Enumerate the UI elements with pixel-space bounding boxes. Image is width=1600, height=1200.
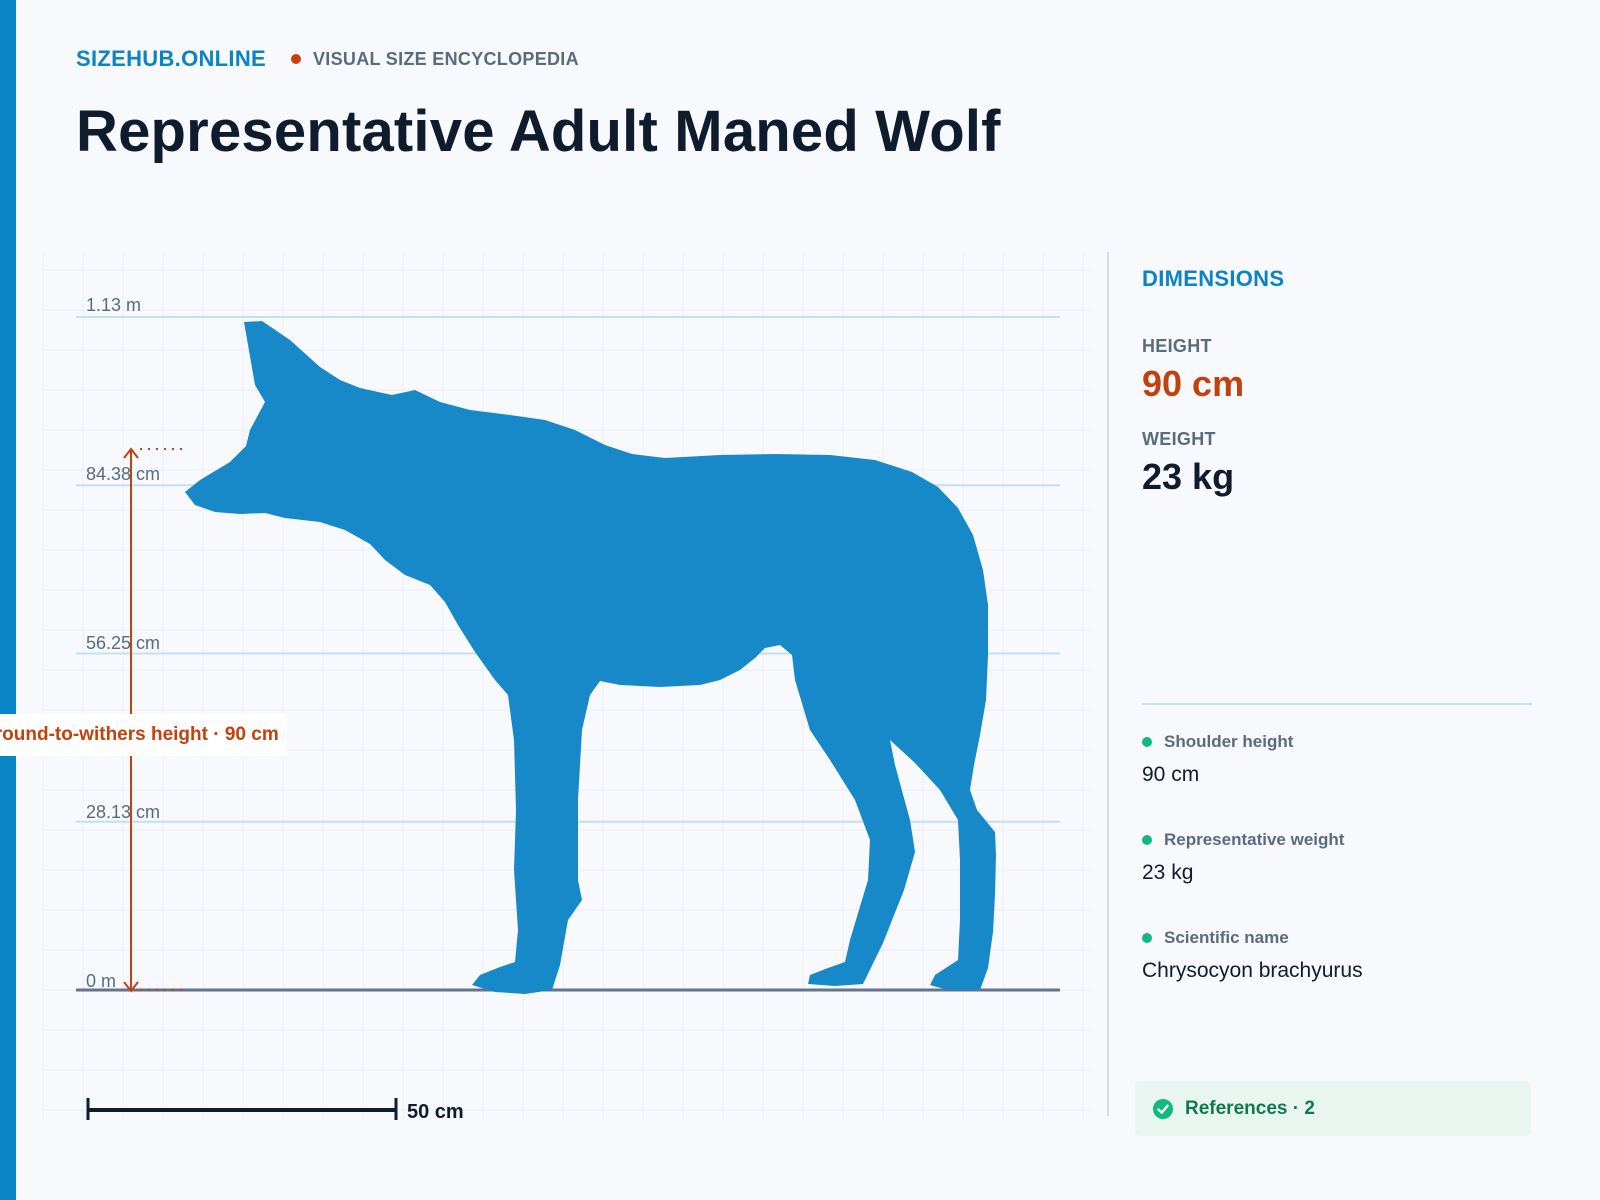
fact-value: Chrysocyon brachyurus [1142,959,1363,982]
maned-wolf-silhouette [185,321,996,994]
size-chart: 1.13 m 84.38 cm 56.25 cm 28.13 cm 0 m 50… [0,240,1100,1120]
measurement-label: Ground-to-withers height · 90 cm [0,714,287,756]
fact-bullet [1142,933,1152,943]
weight-value: 23 kg [1142,456,1235,497]
y-tick-label: 28.13 cm [86,802,160,822]
fact-bullet [1142,835,1152,845]
height-label: HEIGHT [1142,336,1212,356]
check-circle-icon [1153,1098,1173,1119]
measure-arrowhead-top [123,447,139,459]
height-value: 90 cm [1142,363,1245,404]
y-tick-label: 0 m [86,971,116,991]
separator-dot [291,54,301,64]
references-button[interactable]: References · 2 [1135,1081,1531,1136]
panel-title: DIMENSIONS [1142,266,1285,291]
accent-bar [0,0,16,1200]
fact-bullet [1142,737,1152,747]
site-header: SIZEHUB.ONLINE VISUAL SIZE ENCYCLOPEDIA [76,46,579,72]
fact-item: Scientific name Chrysocyon brachyurus [1142,928,1532,983]
y-tick-label: 1.13 m [86,295,141,315]
dimensions-panel: DIMENSIONS HEIGHT 90 cm WEIGHT 23 kg [1142,266,1532,498]
brand-link[interactable]: SIZEHUB.ONLINE [76,46,266,71]
y-tick-labels: 1.13 m 84.38 cm 56.25 cm 28.13 cm 0 m [86,295,160,991]
fact-label: Shoulder height [1164,732,1294,751]
y-tick-label: 84.38 cm [86,464,160,484]
weight-label: WEIGHT [1142,429,1216,449]
page-title: Representative Adult Maned Wolf [76,99,1001,164]
measure-arrowhead-bottom [123,981,139,993]
site-tagline: VISUAL SIZE ENCYCLOPEDIA [313,48,579,69]
scale-bar-label: 50 cm [407,1101,464,1120]
chart-svg: 1.13 m 84.38 cm 56.25 cm 28.13 cm 0 m 50… [42,250,1090,1120]
fact-value: 23 kg [1142,861,1194,884]
fact-value: 90 cm [1142,763,1200,786]
panel-rule [1142,703,1532,705]
fact-label: Representative weight [1164,830,1345,849]
fact-item: Representative weight 23 kg [1142,830,1532,885]
scale-bar: 50 cm [86,1098,464,1120]
y-tick-label: 56.25 cm [86,633,160,653]
references-label: References · 2 [1185,1097,1315,1119]
panel-divider [1107,252,1109,1116]
fact-item: Shoulder height 90 cm [1142,732,1532,787]
fact-label: Scientific name [1164,928,1289,947]
